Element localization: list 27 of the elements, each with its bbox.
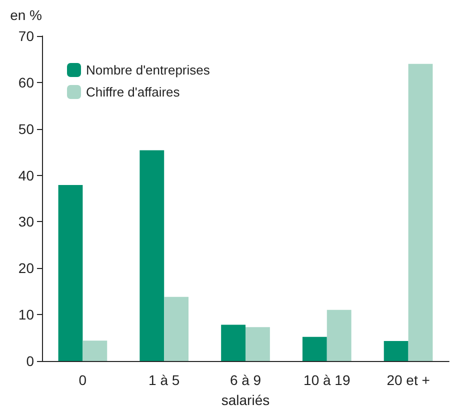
- y-tick-label: 0: [26, 353, 34, 369]
- y-tick-label: 30: [18, 214, 34, 230]
- x-tick-label: 20 et +: [386, 372, 430, 388]
- bar: [164, 296, 189, 361]
- x-axis-title: salariés: [221, 392, 270, 408]
- bar: [82, 340, 108, 361]
- bar: [246, 327, 270, 361]
- y-tick-label: 20: [18, 260, 34, 276]
- bar: [221, 324, 246, 361]
- y-tick-label: 40: [18, 167, 34, 184]
- bar: [58, 185, 83, 361]
- bar: [302, 336, 327, 361]
- bar: [384, 341, 408, 361]
- y-tick-label: 50: [18, 120, 34, 137]
- bar: [140, 150, 164, 361]
- x-tick-label: 0: [78, 372, 87, 388]
- y-tick-label: 70: [18, 28, 34, 44]
- x-tick-label: 6 à 9: [230, 372, 262, 388]
- y-axis-title: en %: [10, 7, 42, 23]
- bar: [408, 64, 433, 361]
- y-tick-label: 60: [18, 74, 34, 90]
- y-tick-label: 10: [18, 306, 34, 323]
- x-tick-label: 10 à 19: [304, 372, 350, 388]
- x-tick-label: 1 à 5: [148, 372, 180, 388]
- legend-label: Nombre d'entreprises: [86, 62, 210, 78]
- legend-label: Chiffre d'affaires: [86, 84, 180, 100]
- bar: [326, 310, 352, 361]
